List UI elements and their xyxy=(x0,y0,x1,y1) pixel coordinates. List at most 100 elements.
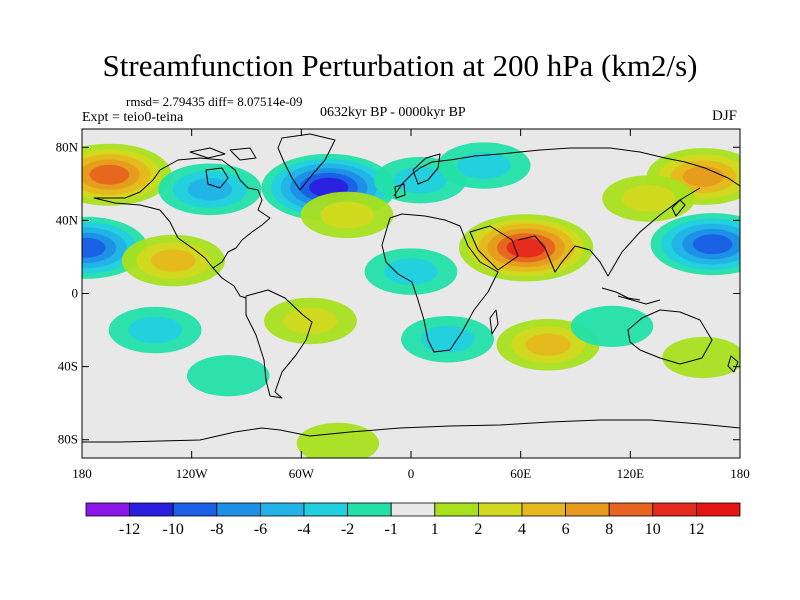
siberia-positive-anomaly-level xyxy=(682,166,725,187)
colorbar-swatch xyxy=(608,502,654,517)
season-label: DJF xyxy=(712,108,738,124)
madagascar-coastline xyxy=(489,309,499,335)
antarctica-coastline xyxy=(82,419,740,443)
rmsd-diff-text: rmsd= 2.79435 diff= 8.07514e-09 xyxy=(126,94,303,109)
colorbar-label: -4 xyxy=(297,521,310,538)
west-pacific-negative-anomaly-level xyxy=(692,234,733,255)
europe-coastline xyxy=(393,147,740,197)
europe-negative-anomaly-level xyxy=(457,152,511,179)
plot-title: Streamfunction Perturbation at 200 hPa (… xyxy=(102,48,698,83)
east-australia-positive-anomaly xyxy=(662,336,740,379)
colorbar-label: 12 xyxy=(688,521,704,538)
colorbar-label: -10 xyxy=(163,521,184,538)
lon-tick-label: 60E xyxy=(510,466,531,481)
east-asia-positive-anomaly-level xyxy=(621,185,676,212)
east-pacific-positive-anomaly-level xyxy=(151,249,196,272)
greenland-coastline xyxy=(277,133,336,191)
australia-negative-anomaly-level xyxy=(570,305,654,347)
period-label: 0632kyr BP - 0000kyr BP xyxy=(320,105,466,120)
africa-coastline xyxy=(381,213,499,353)
colorbar-swatch xyxy=(216,502,261,517)
lat-tick-label: 40S xyxy=(58,359,78,374)
east-asia-positive-anomaly xyxy=(602,175,696,222)
central-america-coastline xyxy=(212,267,247,299)
lon-tick-label: 120W xyxy=(176,466,209,481)
british-isles-coastline xyxy=(394,183,406,199)
lon-tick-label: 0 xyxy=(408,466,415,481)
colorbar-label: -12 xyxy=(119,521,140,538)
east-pacific-positive-anomaly xyxy=(121,234,225,287)
indian-ocean-positive-anomaly-level xyxy=(525,333,571,356)
colorbar-label: 8 xyxy=(605,521,613,538)
south-pacific-negative-anomaly xyxy=(108,306,202,354)
north-atlantic-negative-anomaly-level xyxy=(393,166,447,194)
mid-atlantic-positive-anomaly-level xyxy=(320,201,374,229)
australia-coastline xyxy=(627,309,713,365)
colorbar-swatch xyxy=(347,502,392,517)
north-america-negative-anomaly-level xyxy=(187,178,233,201)
east-australia-positive-anomaly-level xyxy=(662,336,740,379)
lat-tick-label: 80S xyxy=(58,432,78,447)
arabia-coastline xyxy=(469,225,519,271)
colorbar-label: 6 xyxy=(562,521,570,538)
scandinavia-coastline xyxy=(412,153,441,185)
lat-tick-label: 80N xyxy=(56,139,79,154)
lat-tick-label: 40N xyxy=(56,212,79,227)
colorbar-swatch xyxy=(259,502,305,517)
siberia-positive-anomaly xyxy=(646,148,740,205)
asia-south-coastline xyxy=(517,187,701,277)
north-africa-negative-anomaly-level xyxy=(384,258,438,285)
south-atlantic-africa-negative-anomaly-level xyxy=(420,325,475,353)
south-pacific-ring-negative-anomaly-level xyxy=(187,355,270,397)
colorbar-label: -8 xyxy=(210,521,223,538)
colorbar-label: 2 xyxy=(474,521,482,538)
colorbar: -12 -10 -8 -6 -4 -2 -1 1 2 4 6 8 10 12 xyxy=(85,502,741,538)
central-pacific-negative-anomaly xyxy=(82,216,148,279)
colorbar-swatch xyxy=(390,502,436,517)
new-zealand-coastline xyxy=(727,355,739,373)
canadian-archipelago-coastline xyxy=(189,147,257,161)
colorbar-label: 10 xyxy=(645,521,661,538)
colorbar-swatch xyxy=(303,502,348,517)
hudson-bay-coastline xyxy=(205,167,229,189)
colorbar-swatch xyxy=(434,502,479,517)
colorbar-label: 4 xyxy=(518,521,526,538)
south-pacific-negative-anomaly-level xyxy=(128,316,182,344)
coastlines xyxy=(82,133,740,443)
lat-tick-label: 0 xyxy=(72,286,79,301)
colorbar-swatch xyxy=(652,502,697,517)
north-america-coastline xyxy=(93,157,271,269)
maritime-continent-coastline xyxy=(601,287,661,305)
anomaly-field-layer xyxy=(82,142,740,458)
west-pacific-negative-anomaly xyxy=(650,213,740,276)
colorbar-label: -6 xyxy=(254,521,267,538)
lon-tick-label: 180 xyxy=(72,466,92,481)
colorbar-swatch xyxy=(521,502,566,517)
south-pacific-ring-negative-anomaly xyxy=(187,355,270,397)
north-america-negative-anomaly xyxy=(158,163,262,216)
south-atlantic-africa-negative-anomaly xyxy=(401,315,494,363)
experiment-label: Expt = teio0-teina xyxy=(82,110,184,125)
europe-negative-anomaly xyxy=(437,142,531,189)
colorbar-swatch xyxy=(696,502,741,517)
lon-tick-label: 180 xyxy=(730,466,750,481)
colorbar-label: -2 xyxy=(341,521,354,538)
indian-ocean-positive-anomaly xyxy=(496,318,600,371)
central-pacific-negative-anomaly-level xyxy=(82,237,106,258)
north-africa-negative-anomaly xyxy=(364,248,458,295)
colorbar-swatch xyxy=(172,502,218,517)
colorbar-label: -1 xyxy=(385,521,398,538)
north-pacific-positive-anomaly xyxy=(82,143,172,206)
colorbar-swatch xyxy=(85,502,130,517)
japan-coastline xyxy=(671,199,686,217)
colorbar-swatch xyxy=(129,502,174,517)
lon-tick-label: 60W xyxy=(289,466,315,481)
south-america-coastline xyxy=(245,289,313,399)
colorbar-swatch xyxy=(477,502,523,517)
axis-ticks: 80N 40N 0 40S 80S 180 120W 60W 0 60E 120E 180 xyxy=(56,129,750,481)
colorbar-label: 1 xyxy=(431,521,439,538)
lon-tick-label: 120E xyxy=(617,466,645,481)
australia-negative-anomaly xyxy=(570,305,654,347)
colorbar-swatch xyxy=(565,502,610,517)
